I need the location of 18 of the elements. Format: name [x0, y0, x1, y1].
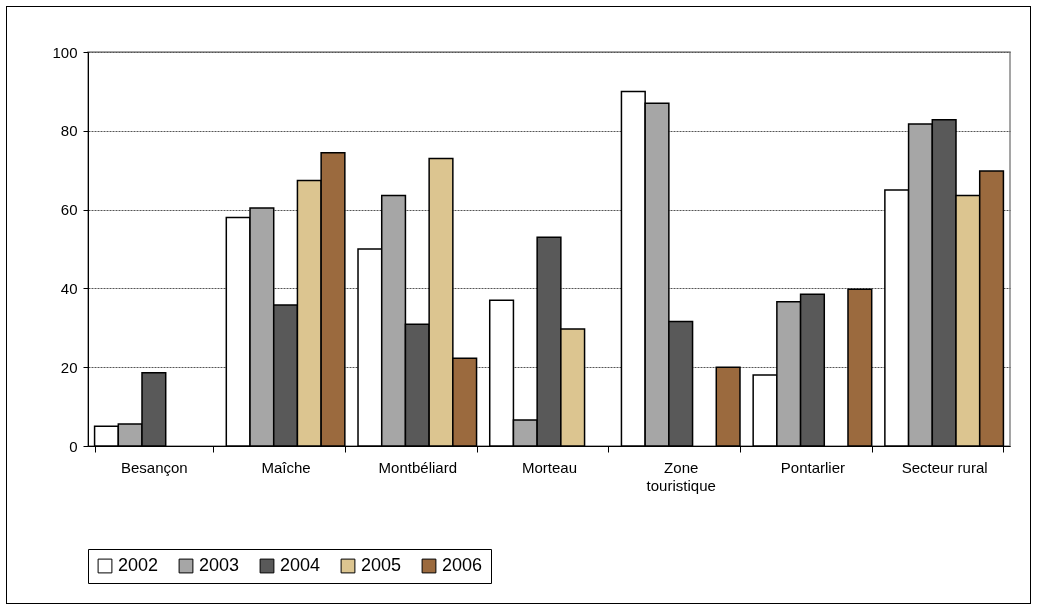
- y-tick-label: 0: [69, 437, 78, 455]
- y-tick-label: 100: [52, 43, 78, 61]
- y-tick-label: 20: [60, 358, 78, 376]
- legend-label: 2004: [280, 555, 321, 575]
- y-tick-label: 80: [60, 122, 78, 140]
- x-tick-label: Pontarlier: [780, 458, 846, 476]
- x-tick-label: Zone touristique: [646, 458, 716, 494]
- y-tick-label: 60: [60, 201, 78, 219]
- y-tick-label: 40: [60, 279, 78, 297]
- x-tick-label: Maîche: [261, 458, 311, 476]
- x-tick-label: Secteur rural: [901, 458, 988, 476]
- legend-label: 2003: [199, 555, 240, 575]
- legend-label: 2006: [442, 555, 483, 575]
- x-tick-label: Morteau: [521, 458, 578, 476]
- x-tick-label: Besançon: [121, 458, 188, 476]
- x-tick-label: Montbéliard: [378, 458, 457, 476]
- legend-label: 2005: [361, 555, 402, 575]
- legend-label: 2002: [118, 555, 159, 575]
